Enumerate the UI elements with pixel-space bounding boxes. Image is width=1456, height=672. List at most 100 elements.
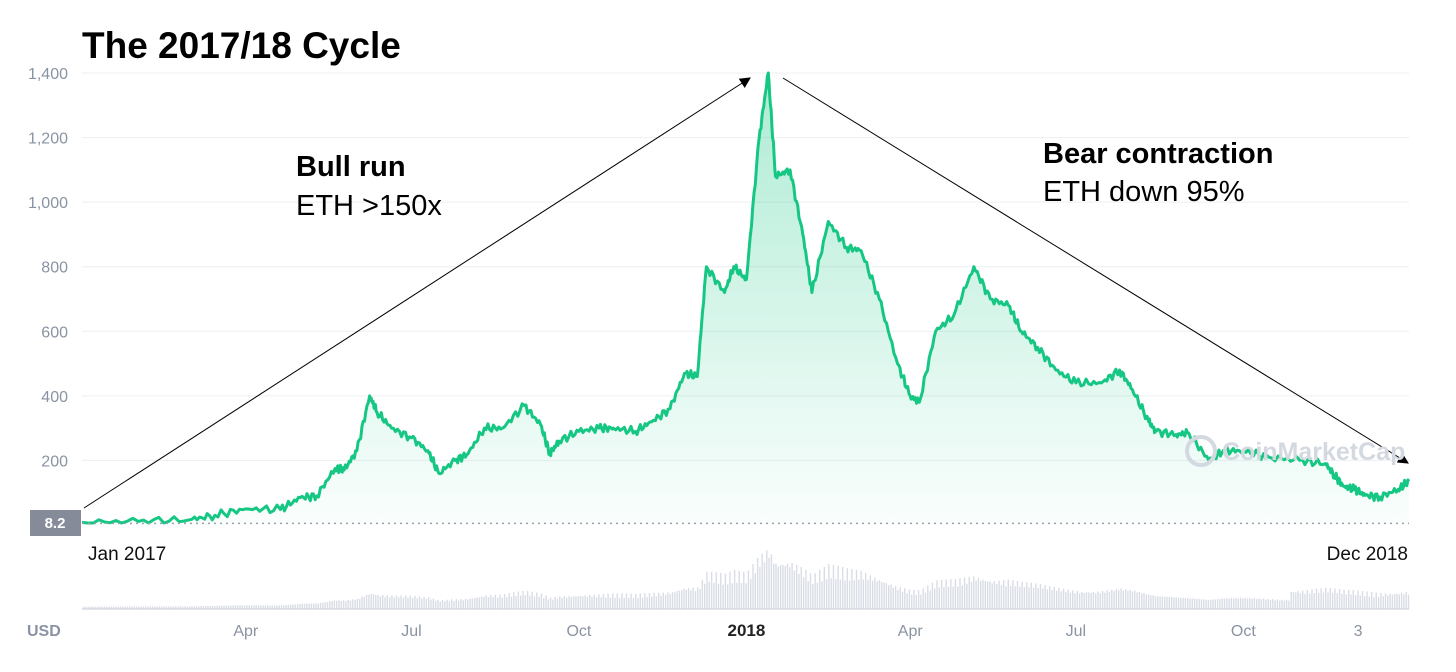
volume-bar — [1037, 588, 1039, 609]
volume-bar — [193, 606, 195, 609]
bear-contraction-text: ETH down 95% — [1043, 176, 1245, 208]
volume-bar — [294, 604, 296, 609]
volume-bar — [1336, 593, 1338, 609]
volume-bar — [871, 580, 874, 609]
volume-bar — [497, 597, 499, 609]
volume-bar — [478, 597, 480, 609]
volume-bar — [400, 595, 402, 609]
volume-bar — [122, 606, 124, 609]
volume-bar — [1290, 591, 1292, 609]
volume-bar — [250, 605, 253, 609]
y-tick-label: 1,400 — [28, 66, 68, 83]
volume-bar — [934, 588, 936, 609]
volume-bar — [342, 600, 345, 609]
volume-bar — [973, 576, 975, 609]
volume-bar — [807, 581, 809, 609]
volume-bar — [1258, 598, 1260, 609]
volume-bar — [559, 596, 561, 609]
volume-bar — [1099, 593, 1101, 609]
volume-bar — [1193, 598, 1196, 609]
volume-bar — [317, 603, 319, 609]
volume-bar — [416, 598, 418, 609]
volume-bar — [85, 606, 87, 609]
volume-bar — [1032, 587, 1035, 609]
volume-bar — [648, 593, 651, 609]
volume-bar — [264, 605, 267, 609]
volume-bar — [1368, 596, 1371, 609]
volume-bar — [405, 595, 407, 609]
volume-bar — [1400, 592, 1403, 609]
volume-bar — [586, 596, 589, 609]
volume-bar — [621, 593, 623, 609]
x-tick-label: Jul — [1066, 623, 1086, 640]
volume-bar — [1157, 596, 1159, 609]
volume-bar — [1398, 594, 1400, 609]
volume-bar — [825, 579, 828, 609]
volume-bar — [1285, 599, 1288, 609]
volume-bar — [379, 596, 382, 609]
volume-bar — [517, 591, 520, 609]
volume-bar — [451, 599, 453, 609]
volume-bar — [943, 587, 945, 609]
volume-bar — [515, 596, 517, 609]
volume-bar — [1327, 592, 1329, 609]
volume-bar — [561, 598, 563, 609]
volume-bar — [1168, 597, 1170, 609]
volume-bar — [273, 605, 276, 609]
volume-bar — [1095, 593, 1097, 609]
volume-bar — [149, 606, 152, 609]
volume-bar — [1283, 600, 1285, 609]
volume-bar — [377, 594, 379, 609]
volume-bar — [365, 594, 368, 609]
volume-bar — [1329, 588, 1331, 609]
y-tick-label: 1,200 — [28, 131, 68, 148]
volume-bar — [349, 600, 352, 609]
volume-bar — [1009, 586, 1012, 609]
volume-bar — [520, 595, 522, 609]
volume-bar — [545, 595, 547, 609]
volume-bar — [1405, 591, 1407, 609]
volume-bar — [1127, 590, 1129, 609]
volume-bar — [464, 598, 467, 609]
volume-bar — [687, 588, 690, 609]
volume-bar — [630, 593, 632, 609]
volume-bar — [1069, 592, 1072, 609]
volume-bar — [816, 582, 819, 609]
volume-bar — [524, 595, 526, 609]
volume-bar — [931, 582, 934, 609]
volume-bar — [1371, 592, 1373, 609]
x-tick-label: Apr — [898, 623, 924, 640]
volume-bar — [87, 606, 89, 609]
volume-bar — [1373, 597, 1375, 609]
volume-bar — [984, 581, 986, 609]
volume-bar — [1154, 596, 1157, 609]
volume-bar — [246, 605, 248, 609]
volume-bar — [844, 580, 846, 609]
volume-bar — [322, 602, 324, 609]
y-tick-label: 400 — [41, 389, 68, 406]
volume-bar — [446, 599, 448, 609]
volume-bar — [980, 580, 982, 609]
price-line — [81, 71, 1411, 525]
volume-bar — [207, 606, 209, 609]
volume-bar — [161, 606, 163, 609]
volume-bar — [1150, 595, 1152, 609]
range-end-label: Dec 2018 — [1327, 544, 1408, 565]
volume-bar — [418, 596, 421, 609]
volume-bar — [975, 580, 977, 609]
volume-bar — [865, 572, 867, 609]
volume-bar — [172, 606, 175, 609]
volume-bar — [717, 583, 720, 609]
volume-bar — [853, 580, 855, 609]
volume-bar — [566, 597, 568, 609]
volume-bar — [1120, 588, 1122, 609]
volume-bar — [386, 595, 388, 609]
volume-bar — [230, 605, 232, 609]
volume-bar — [234, 605, 237, 609]
volume-bar — [805, 569, 807, 609]
volume-bar — [1097, 591, 1099, 609]
volume-bar — [563, 596, 566, 609]
volume-bar — [204, 606, 207, 609]
y-tick-label: 1,000 — [28, 195, 68, 212]
volume-bar — [655, 596, 658, 609]
